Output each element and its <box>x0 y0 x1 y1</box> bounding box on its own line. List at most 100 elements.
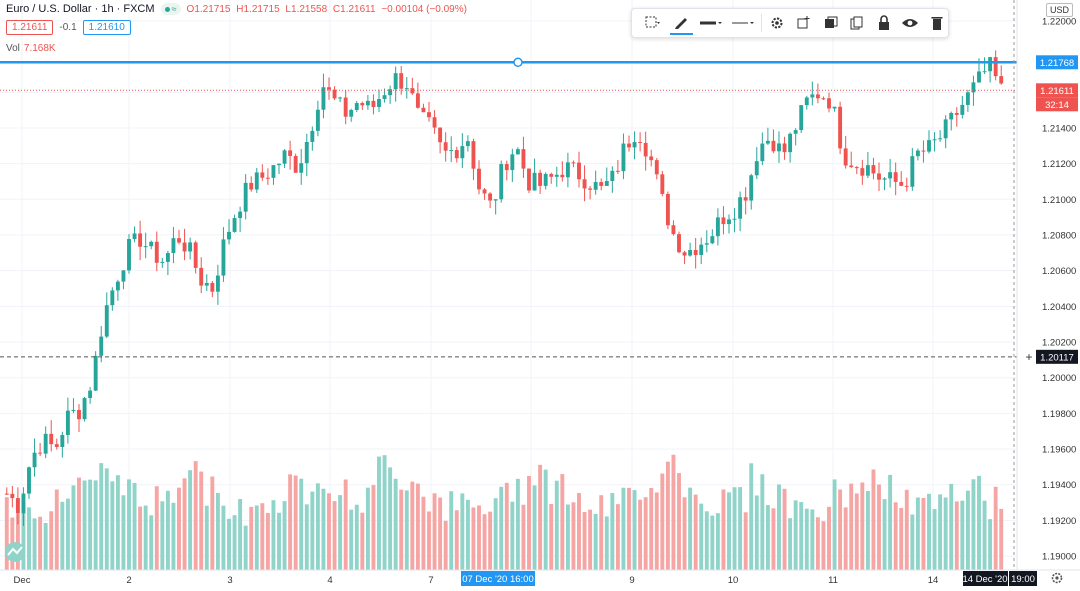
volume-bar <box>427 511 431 570</box>
candle-body <box>671 225 676 235</box>
candle-body <box>93 355 98 391</box>
candle-body <box>854 167 859 169</box>
candle-body <box>849 165 854 168</box>
candle-body <box>715 217 720 237</box>
volume-bar <box>532 485 537 570</box>
time-tick-label: 7 <box>428 575 433 586</box>
candle-body <box>610 170 615 182</box>
last-hour-tag: 19:00 <box>1011 574 1035 585</box>
volume-bar <box>760 474 765 570</box>
candle-body <box>988 57 993 72</box>
sell-button[interactable]: 1.21611 <box>6 20 54 35</box>
volume-bar <box>54 489 59 570</box>
volume-bar <box>743 512 748 570</box>
candle-body <box>738 197 743 219</box>
high-value: H1.21715 <box>236 3 280 15</box>
volume-bar <box>421 496 426 570</box>
candle-body <box>488 193 493 201</box>
candle-body <box>571 162 576 164</box>
trash-icon[interactable] <box>925 12 948 34</box>
candle-body <box>804 97 809 106</box>
buy-button[interactable]: 1.21610 <box>82 20 131 35</box>
volume-bar <box>338 495 343 570</box>
candle-body <box>249 182 254 190</box>
candle-body <box>565 162 570 178</box>
volume-bar <box>971 479 976 570</box>
candle-body <box>677 234 681 253</box>
gear-ring <box>1051 572 1063 584</box>
candle-body <box>960 104 965 115</box>
candle-body <box>332 89 337 99</box>
clone-icon[interactable] <box>793 12 816 34</box>
volume-bar <box>154 486 159 570</box>
candle-body <box>382 95 387 100</box>
volume-bar <box>315 483 320 570</box>
volume-bar <box>221 505 226 570</box>
candle-body <box>32 452 37 468</box>
volume-bar <box>904 489 909 570</box>
last-hour-tag-bg <box>1009 571 1037 586</box>
candle-body <box>982 71 987 73</box>
volume-bar <box>115 475 120 570</box>
volume-bar <box>832 479 837 570</box>
volume-bar <box>654 492 659 570</box>
volume-bar <box>182 478 187 570</box>
candle-body <box>149 241 154 247</box>
candle-body <box>693 249 698 255</box>
volume-bar <box>738 487 743 570</box>
eye-icon[interactable] <box>899 12 922 34</box>
volume-bar <box>432 493 437 570</box>
selection-icon[interactable] <box>638 12 666 34</box>
visual-order-icon[interactable] <box>819 12 842 34</box>
candle-body <box>427 112 431 118</box>
candle-body <box>821 98 826 100</box>
volume-bar <box>288 474 293 570</box>
copy-icon[interactable] <box>846 12 869 34</box>
candle-body <box>127 239 131 271</box>
volume-bar <box>777 484 781 570</box>
candle-body <box>604 181 609 186</box>
volume-bar <box>915 497 920 570</box>
time-tick-label: 9 <box>629 575 634 586</box>
symbol-title[interactable]: Euro / U.S. Dollar · 1h · FXCM <box>6 3 155 15</box>
settings-icon[interactable] <box>766 12 789 34</box>
volume-bar <box>527 475 531 570</box>
candle-body <box>65 410 70 436</box>
candle-body <box>404 88 409 90</box>
candle-body <box>449 150 454 152</box>
candle-body <box>199 267 204 286</box>
volume-bar <box>143 505 148 570</box>
time-tick-label: 3 <box>227 575 232 586</box>
market-status-icon[interactable]: ≈ <box>160 3 181 15</box>
time-tick-label: Dec <box>14 575 31 586</box>
price-tick-label: 1.20400 <box>1042 302 1076 313</box>
candle-body <box>99 336 104 356</box>
volume-bar <box>804 508 809 570</box>
candle-body <box>349 109 354 117</box>
volume-bar <box>38 516 43 570</box>
volume-bar <box>393 478 398 570</box>
line-width-icon[interactable] <box>697 12 725 34</box>
volume-bar <box>32 518 37 570</box>
currency-label[interactable]: USD <box>1046 3 1074 17</box>
volume-bar <box>99 463 104 570</box>
candle-body <box>588 188 593 190</box>
volume-bar <box>554 480 559 570</box>
volume-bar <box>504 482 509 570</box>
pencil-icon[interactable] <box>670 11 693 35</box>
lock-icon[interactable] <box>872 12 895 34</box>
candle-body <box>593 182 598 190</box>
candle-body <box>438 127 443 143</box>
line-style-icon[interactable] <box>729 12 757 34</box>
crosshair-time-tag-bg <box>461 571 535 586</box>
candle-body <box>282 150 287 164</box>
horizontal-line-price-tag-bg <box>1036 55 1078 70</box>
volume-bar <box>727 492 731 570</box>
time-tick-label: 11 <box>828 575 838 586</box>
candle-body <box>865 165 870 176</box>
volume-bar <box>910 514 915 570</box>
candle-body <box>888 172 893 179</box>
